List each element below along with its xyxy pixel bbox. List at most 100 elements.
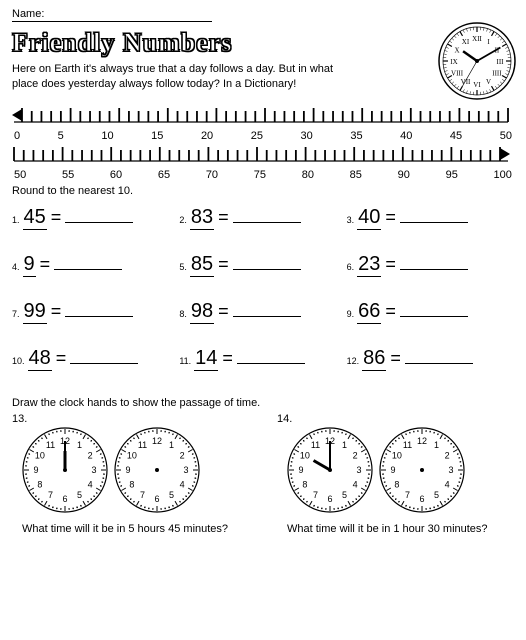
riddle-text: Here on Earth it's always true that a da…	[12, 62, 352, 92]
answer-blank[interactable]	[233, 252, 301, 270]
name-field[interactable]: Name:	[12, 8, 212, 22]
svg-text:1: 1	[342, 440, 347, 450]
svg-text:12: 12	[417, 436, 427, 446]
svg-text:1: 1	[434, 440, 439, 450]
equals-sign: =	[218, 301, 229, 322]
problem-value: 9	[23, 253, 36, 277]
svg-text:12: 12	[152, 436, 162, 446]
answer-blank[interactable]	[405, 346, 473, 364]
answer-blank[interactable]	[54, 252, 122, 270]
problem-number: 11.	[179, 356, 191, 366]
equals-sign: =	[51, 207, 62, 228]
problem-value: 86	[362, 347, 386, 371]
svg-text:7: 7	[48, 490, 53, 500]
equals-sign: =	[51, 301, 62, 322]
problem-value: 83	[190, 206, 214, 230]
svg-text:11: 11	[138, 440, 147, 450]
svg-text:10: 10	[300, 450, 310, 460]
answer-blank[interactable]	[70, 346, 138, 364]
clock-start: 123456789101112	[22, 427, 108, 518]
answer-blank[interactable]	[237, 346, 305, 364]
problem-value: 66	[357, 300, 381, 324]
svg-text:4: 4	[88, 479, 93, 489]
problem-number: 2.	[179, 215, 187, 225]
answer-blank[interactable]	[65, 299, 133, 317]
decorative-clock: XIIIIIIIIIIIIVVIVIIVIIIIXXXI	[438, 22, 516, 105]
clock-problems-row: 13. 123456789101112 123456789101112 What…	[12, 413, 514, 536]
svg-text:3: 3	[356, 465, 361, 475]
svg-text:3: 3	[183, 465, 188, 475]
equals-sign: =	[385, 207, 396, 228]
answer-blank[interactable]	[233, 205, 301, 223]
answer-blank[interactable]	[65, 205, 133, 223]
svg-text:10: 10	[35, 450, 45, 460]
rounding-problem: 6. 23 =	[347, 252, 514, 277]
clock-answer[interactable]: 123456789101112	[114, 427, 200, 518]
svg-text:8: 8	[394, 479, 399, 489]
svg-text:7: 7	[405, 490, 410, 500]
clock-instruction: Draw the clock hands to show the passage…	[12, 397, 514, 409]
rounding-problem: 4. 9 =	[12, 252, 179, 277]
svg-text:9: 9	[33, 465, 38, 475]
equals-sign: =	[40, 254, 51, 275]
clock-answer[interactable]: 123456789101112	[379, 427, 465, 518]
problem-number: 9.	[347, 309, 355, 319]
problem-number: 6.	[347, 262, 355, 272]
rounding-problem: 11. 14 =	[179, 346, 346, 371]
equals-sign: =	[218, 207, 229, 228]
problem-value: 45	[23, 206, 47, 230]
svg-text:VIII: VIII	[451, 70, 464, 78]
rounding-problem: 9. 66 =	[347, 299, 514, 324]
problem-number: 12.	[347, 356, 360, 366]
svg-text:7: 7	[313, 490, 318, 500]
svg-text:VII: VII	[461, 78, 471, 86]
rounding-problem: 3. 40 =	[347, 205, 514, 230]
svg-text:9: 9	[298, 465, 303, 475]
problem-value: 99	[23, 300, 47, 324]
answer-blank[interactable]	[400, 252, 468, 270]
rounding-problem: 2. 83 =	[179, 205, 346, 230]
equals-sign: =	[222, 348, 233, 369]
svg-text:5: 5	[342, 490, 347, 500]
rounding-problem: 7. 99 =	[12, 299, 179, 324]
svg-text:8: 8	[302, 479, 307, 489]
problem-number: 3.	[347, 215, 355, 225]
clock-question: What time will it be in 1 hour 30 minute…	[287, 522, 512, 536]
problems-grid: 1. 45 = 2. 83 = 3. 40 = 4. 9 = 5. 85 = 6…	[12, 205, 514, 371]
problem-value: 98	[190, 300, 214, 324]
clock-start: 123456789101112	[287, 427, 373, 518]
svg-text:1: 1	[77, 440, 82, 450]
svg-text:8: 8	[37, 479, 42, 489]
rounding-problem: 5. 85 =	[179, 252, 346, 277]
svg-text:3: 3	[448, 465, 453, 475]
problem-number: 8.	[179, 309, 187, 319]
svg-text:1: 1	[169, 440, 174, 450]
svg-text:XI: XI	[462, 38, 470, 46]
clock-question: What time will it be in 5 hours 45 minut…	[22, 522, 247, 536]
svg-text:6: 6	[154, 494, 159, 504]
problem-number: 5.	[179, 262, 187, 272]
svg-text:3: 3	[91, 465, 96, 475]
svg-text:2: 2	[353, 450, 358, 460]
svg-text:IIII: IIII	[492, 70, 502, 78]
problem-value: 85	[190, 253, 214, 277]
svg-text:5: 5	[77, 490, 82, 500]
svg-text:9: 9	[125, 465, 130, 475]
number-line: 05101520253035404550 5055606570758085909…	[12, 106, 514, 181]
problem-value: 14	[194, 347, 218, 371]
problem-number: 1.	[12, 215, 20, 225]
svg-text:2: 2	[88, 450, 93, 460]
svg-text:11: 11	[403, 440, 412, 450]
svg-text:X: X	[455, 47, 460, 55]
answer-blank[interactable]	[400, 299, 468, 317]
answer-blank[interactable]	[233, 299, 301, 317]
name-label: Name:	[12, 8, 44, 20]
svg-text:XII: XII	[472, 35, 482, 43]
rounding-problem: 1. 45 =	[12, 205, 179, 230]
svg-text:6: 6	[327, 494, 332, 504]
ruler-labels-1: 05101520253035404550	[12, 130, 514, 142]
problem-number: 14.	[277, 413, 512, 425]
svg-text:2: 2	[445, 450, 450, 460]
answer-blank[interactable]	[400, 205, 468, 223]
svg-text:11: 11	[311, 440, 320, 450]
